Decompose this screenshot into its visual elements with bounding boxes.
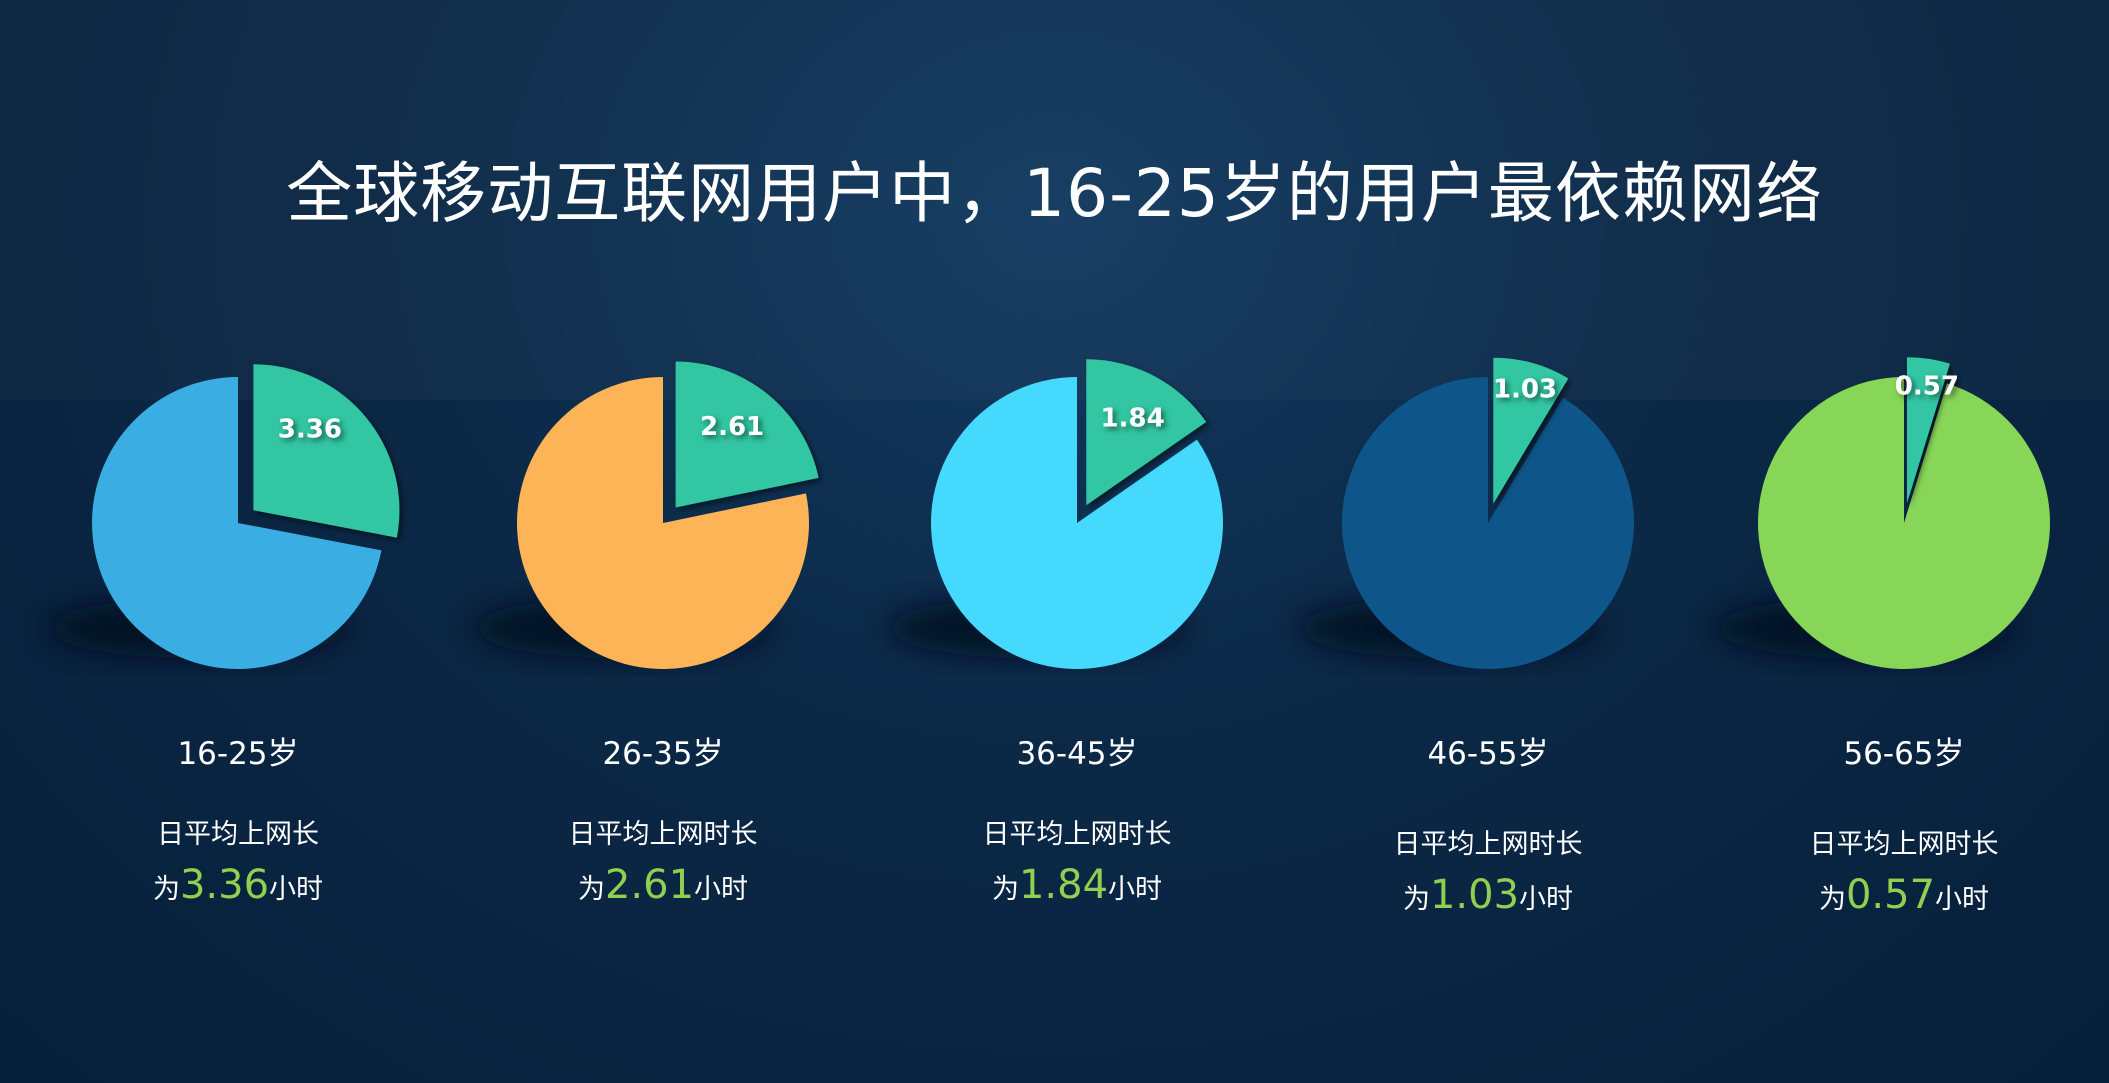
value-unit: 小时: [1519, 884, 1574, 915]
description-label: 日平均上网时长: [568, 819, 758, 850]
value-number: 0.57: [1845, 872, 1936, 918]
description-label: 日平均上网长: [157, 819, 319, 850]
value-unit: 小时: [1935, 884, 1990, 915]
pie-slice-value: [1086, 359, 1207, 506]
value-prefix: 为: [991, 874, 1019, 905]
value-unit: 小时: [694, 874, 749, 905]
background-pattern: [0, 0, 2109, 400]
value-unit: 小时: [269, 874, 324, 905]
value-number: 1.84: [1018, 862, 1109, 908]
slice-data-label: 3.36: [278, 415, 342, 445]
slice-data-label: 2.61: [700, 412, 764, 442]
slice-data-label: 1.03: [1493, 374, 1557, 404]
pie-slice-rest: [1757, 377, 2050, 669]
value-number: 2.61: [604, 862, 695, 908]
value-line: 为1.03小时: [1288, 872, 1688, 918]
pie-slice-rest: [91, 377, 382, 669]
description-label: 日平均上网时长: [982, 819, 1172, 850]
value-prefix: 为: [1402, 884, 1430, 915]
slice-data-label: 0.57: [1895, 371, 1959, 401]
value-prefix: 为: [1818, 884, 1846, 915]
description-label: 日平均上网时长: [1809, 829, 1999, 860]
age-group-label: 56-65岁: [1843, 736, 1965, 772]
value-line: 为1.84小时: [877, 862, 1277, 908]
pie-slice-value: [1906, 357, 1950, 504]
pie-slice-value: [253, 364, 400, 538]
value-prefix: 为: [577, 874, 605, 905]
age-group-label: 36-45岁: [1016, 736, 1138, 772]
slice-data-label: 1.84: [1101, 404, 1165, 434]
page-title: 全球移动互联网用户中，16-25岁的用户最依赖网络: [286, 155, 1823, 232]
value-number: 1.03: [1429, 872, 1520, 918]
pie-slice-rest: [931, 377, 1223, 669]
age-group-label: 16-25岁: [177, 736, 299, 772]
description-label: 日平均上网时长: [1393, 829, 1583, 860]
value-line: 为2.61小时: [463, 862, 863, 908]
value-line: 为0.57小时: [1704, 872, 2104, 918]
pie-slice-rest: [517, 377, 809, 670]
value-prefix: 为: [152, 874, 180, 905]
pie-slice-rest: [1341, 377, 1634, 669]
age-group-label: 26-35岁: [602, 736, 724, 772]
value-number: 3.36: [179, 862, 270, 908]
value-unit: 小时: [1108, 874, 1163, 905]
age-group-label: 46-55岁: [1427, 736, 1549, 772]
value-line: 为3.36小时: [38, 862, 438, 908]
pie-slice-value: [675, 361, 819, 508]
pie-slice-value: [1493, 357, 1569, 504]
